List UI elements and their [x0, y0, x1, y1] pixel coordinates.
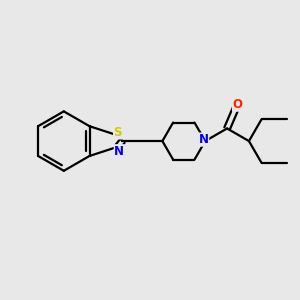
Text: N: N — [199, 133, 209, 146]
Text: N: N — [114, 145, 124, 158]
Text: O: O — [232, 98, 242, 111]
Text: S: S — [114, 126, 122, 139]
